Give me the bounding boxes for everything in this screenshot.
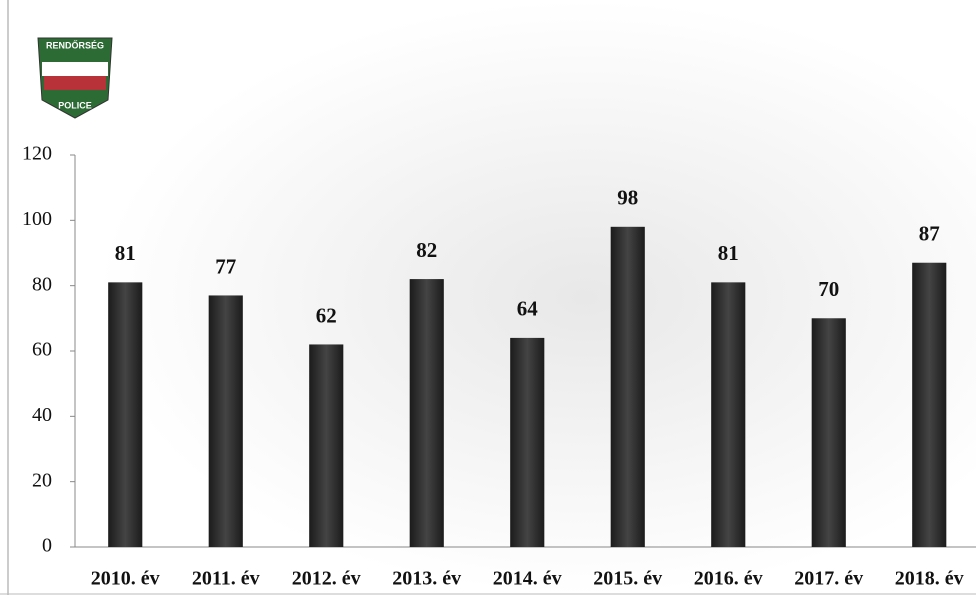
value-label: 64 [517, 297, 539, 321]
x-tick-label: 2012. év [292, 568, 361, 590]
value-label: 77 [215, 254, 236, 278]
logo-stripe [44, 76, 106, 90]
logo: RENDŐRSÉG POLICE [37, 37, 113, 119]
y-tick-label: 20 [32, 469, 52, 491]
y-tick-label: 100 [22, 208, 52, 230]
x-tick-label: 2018. év [895, 568, 964, 590]
bar-shade [108, 282, 143, 547]
value-label: 62 [316, 303, 337, 327]
logo-text: RENDŐRSÉG [46, 39, 104, 50]
x-tick-label: 2010. év [91, 568, 160, 590]
value-label: 82 [416, 238, 437, 262]
logo-text: POLICE [58, 100, 92, 110]
value-label: 87 [919, 222, 940, 246]
bar-shade [208, 295, 243, 547]
value-label: 81 [115, 241, 136, 265]
x-tick-label: 2015. év [593, 568, 662, 590]
y-tick-label: 120 [22, 143, 52, 165]
bar-shade [811, 318, 846, 547]
bar-shade [309, 344, 344, 547]
x-tick-label: 2014. év [493, 568, 562, 590]
bar-shade [409, 279, 444, 547]
x-tick-label: 2016. év [694, 568, 763, 590]
value-label: 70 [818, 277, 839, 301]
y-tick-label: 40 [32, 404, 52, 426]
x-tick-label: 2011. év [192, 568, 260, 590]
value-label: 81 [718, 241, 739, 265]
bar-shade [912, 262, 947, 547]
bar-shade [510, 337, 545, 547]
x-tick-label: 2013. év [392, 568, 461, 590]
bar-shade [610, 226, 645, 547]
bar-shade [711, 282, 746, 547]
x-tick-label: 2017. év [794, 568, 863, 590]
y-tick-label: 60 [32, 339, 52, 361]
y-tick-label: 0 [42, 535, 52, 557]
y-tick-label: 80 [32, 273, 52, 295]
value-label: 98 [617, 186, 638, 210]
logo-stripe [42, 62, 108, 76]
